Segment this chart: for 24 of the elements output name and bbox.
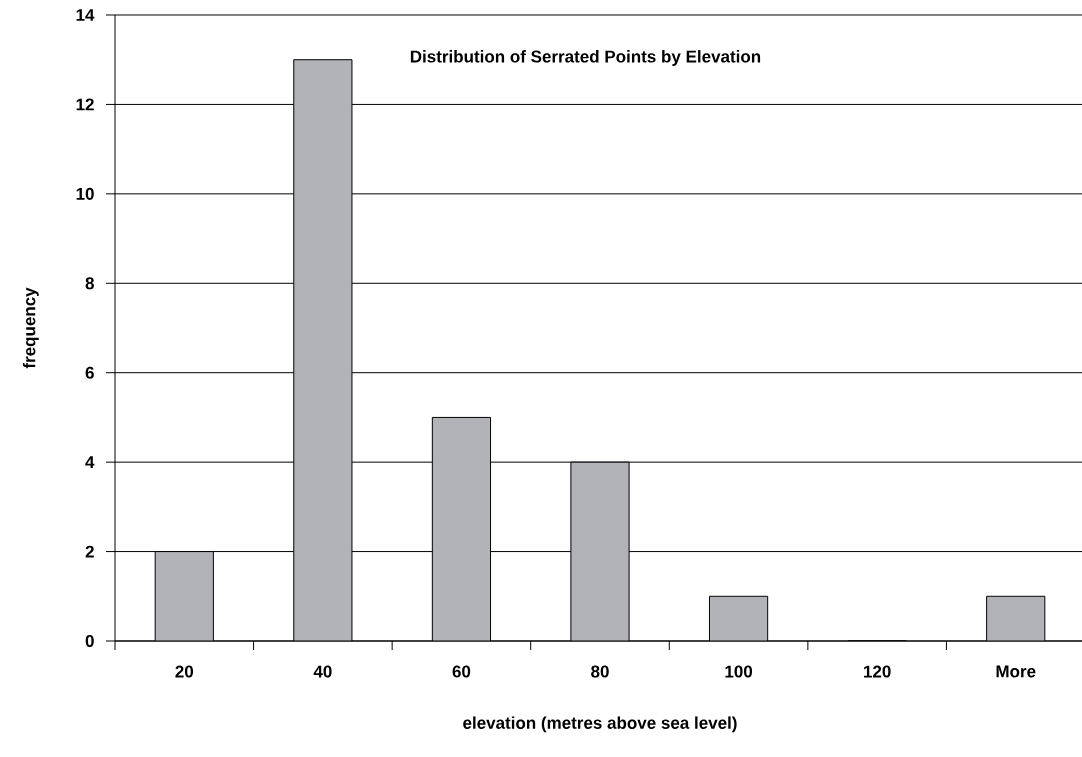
bar <box>154 551 214 641</box>
y-tick-label: 2 <box>85 545 94 558</box>
y-tick-label: 0 <box>85 634 94 648</box>
bar <box>293 59 353 641</box>
bar <box>986 595 1046 641</box>
x-axis-title: elevation (metres above sea level) <box>463 716 737 733</box>
x-tick-label: 20 <box>175 665 194 678</box>
x-tick-label: 120 <box>864 665 891 678</box>
x-tick-label: 60 <box>452 665 471 678</box>
y-axis-title: frequency <box>22 287 39 369</box>
x-tick-label: 100 <box>725 665 753 678</box>
bar <box>708 595 769 641</box>
text: Distribution of Serrated Points by Elevation <box>410 50 761 66</box>
y-tick-label: 12 <box>76 98 94 111</box>
y-tick-label: 14 <box>76 9 95 21</box>
y-tick-label: 10 <box>76 187 94 200</box>
y-tick-label: 8 <box>85 277 94 290</box>
x-tick-label: 80 <box>591 665 609 678</box>
bar <box>431 416 492 641</box>
x-tick-label: More <box>996 665 1036 678</box>
y-tick-label: 4 <box>85 456 95 468</box>
y-tick-label: 6 <box>85 366 94 379</box>
x-tick-label: 40 <box>313 665 332 678</box>
bar <box>570 461 630 641</box>
